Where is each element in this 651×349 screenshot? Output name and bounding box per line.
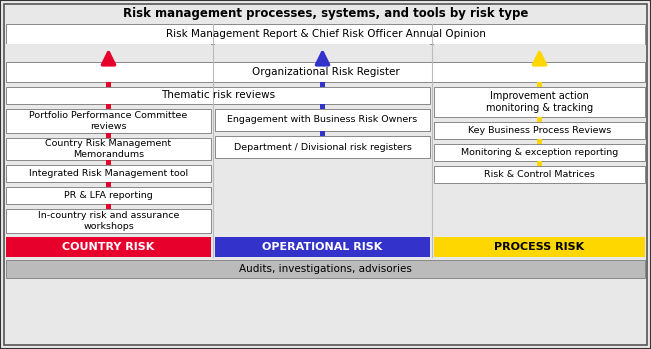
Bar (537, 82, 542, 87)
Bar (537, 117, 542, 122)
Text: OPERATIONAL RISK: OPERATIONAL RISK (262, 242, 383, 252)
Bar (215, 44, 430, 62)
Bar (434, 44, 645, 62)
Text: Organizational Risk Register: Organizational Risk Register (252, 67, 399, 77)
Bar (434, 122, 645, 139)
Text: Engagement with Business Risk Owners: Engagement with Business Risk Owners (227, 116, 418, 125)
Bar (320, 104, 325, 109)
Text: Improvement action
monitoring & tracking: Improvement action monitoring & tracking (486, 91, 593, 113)
Bar (434, 87, 645, 117)
Text: Audits, investigations, advisories: Audits, investigations, advisories (239, 264, 412, 274)
Bar (215, 109, 430, 131)
Bar (6, 62, 645, 82)
Text: PROCESS RISK: PROCESS RISK (495, 242, 585, 252)
Bar (6, 165, 211, 182)
Bar (6, 24, 645, 44)
Bar (6, 44, 211, 62)
Bar (320, 82, 325, 87)
Text: Risk & Control Matrices: Risk & Control Matrices (484, 170, 595, 179)
Bar (6, 260, 645, 278)
Text: COUNTRY RISK: COUNTRY RISK (62, 242, 155, 252)
Bar (106, 133, 111, 138)
Bar (537, 161, 542, 166)
Bar (6, 209, 211, 233)
Text: Risk Management Report & Chief Risk Officer Annual Opinion: Risk Management Report & Chief Risk Offi… (165, 29, 486, 39)
Bar (215, 237, 430, 257)
Text: Country Risk Management
Memorandums: Country Risk Management Memorandums (46, 139, 172, 159)
Bar (434, 144, 645, 161)
Text: Key Business Process Reviews: Key Business Process Reviews (468, 126, 611, 135)
Text: In-country risk and assurance
workshops: In-country risk and assurance workshops (38, 211, 179, 231)
Bar (215, 136, 430, 158)
Bar (106, 160, 111, 165)
Bar (6, 138, 211, 160)
Text: Thematic risk reviews: Thematic risk reviews (161, 90, 275, 101)
Bar (537, 139, 542, 144)
Bar (434, 166, 645, 183)
Text: Portfolio Performance Committee
reviews: Portfolio Performance Committee reviews (29, 111, 187, 131)
Bar (434, 237, 645, 257)
Text: PR & LFA reporting: PR & LFA reporting (64, 191, 153, 200)
Bar (6, 187, 211, 204)
Bar (6, 109, 211, 133)
Text: Risk management processes, systems, and tools by risk type: Risk management processes, systems, and … (123, 7, 528, 20)
Bar (106, 82, 111, 87)
Text: Department / Divisional risk registers: Department / Divisional risk registers (234, 142, 411, 151)
Bar (106, 204, 111, 209)
Text: Integrated Risk Management tool: Integrated Risk Management tool (29, 169, 188, 178)
Bar (6, 87, 430, 104)
Bar (320, 131, 325, 136)
Text: Monitoring & exception reporting: Monitoring & exception reporting (461, 148, 618, 157)
Bar (6, 237, 211, 257)
Bar (106, 104, 111, 109)
Bar (106, 182, 111, 187)
